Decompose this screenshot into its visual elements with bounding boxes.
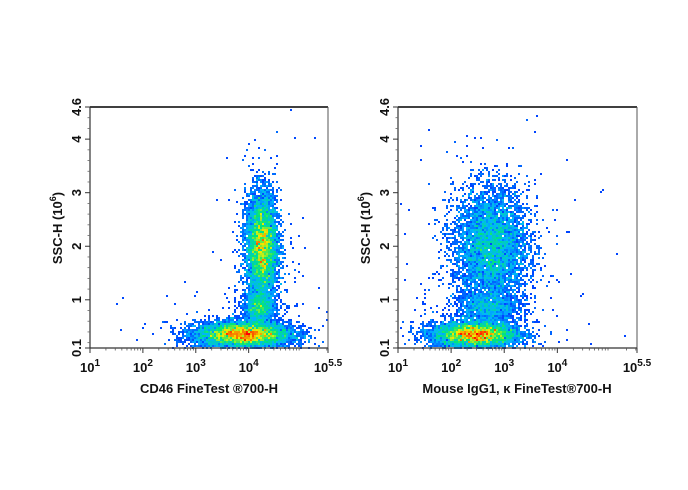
x-tick-label: 102 [441, 358, 461, 375]
y-axis-title-exp: 6 [356, 196, 366, 201]
y-tick-label: 3 [377, 189, 392, 196]
y-tick-label: 1 [377, 296, 392, 303]
x-tick-label: 101 [388, 358, 408, 375]
y-tick-label: 4 [69, 135, 84, 143]
x-tick-label: 105.5 [314, 358, 343, 375]
plot-cd46: 101 102 103 104 105.5 0.1 1 2 3 4 4.6 CD46 FineTes… [48, 98, 343, 396]
x-axis-title: CD46 FineTest ®700-H [140, 381, 278, 396]
x-tick-label: 104 [239, 358, 259, 375]
y-axis-title: SSC-H (106) [356, 192, 373, 264]
x-tick-label: 105.5 [623, 358, 652, 375]
x-axis-title: Mouse IgG1, κ FineTest®700-H [422, 381, 611, 396]
y-axis-title: SSC-H (106) [48, 192, 65, 264]
axes: 101 102 103 104 105.5 0.1 1 2 3 4 4.6 [377, 98, 652, 375]
y-axis-title-close: ) [50, 192, 65, 196]
x-tick-label: 103 [494, 358, 514, 375]
y-tick-label: 4 [377, 135, 392, 143]
y-tick-label: 2 [377, 243, 392, 250]
y-tick-label: 0.1 [69, 339, 84, 357]
x-tick-label: 103 [186, 358, 206, 375]
y-tick-label: 3 [69, 189, 84, 196]
y-axis-title-main: SSC-H (10 [358, 201, 373, 264]
y-tick-label: 1 [69, 296, 84, 303]
y-axis-title-exp: 6 [48, 196, 58, 201]
x-tick-label: 101 [80, 358, 100, 375]
y-axis-title-close: ) [358, 192, 373, 196]
y-tick-label: 4.6 [69, 98, 84, 116]
y-tick-label: 4.6 [377, 98, 392, 116]
y-tick-label: 0.1 [377, 339, 392, 357]
density-dots [400, 115, 626, 349]
x-tick-label: 104 [547, 358, 567, 375]
axes: 101 102 103 104 105.5 0.1 1 2 3 4 4.6 [69, 98, 343, 375]
y-axis-title-main: SSC-H (10 [50, 201, 65, 264]
density-dots [116, 109, 328, 349]
x-tick-label: 102 [133, 358, 153, 375]
plot-isotype-control: 101 102 103 104 105.5 0.1 1 2 3 4 4.6 Mouse IgG1, … [356, 98, 652, 396]
y-tick-label: 2 [69, 243, 84, 250]
